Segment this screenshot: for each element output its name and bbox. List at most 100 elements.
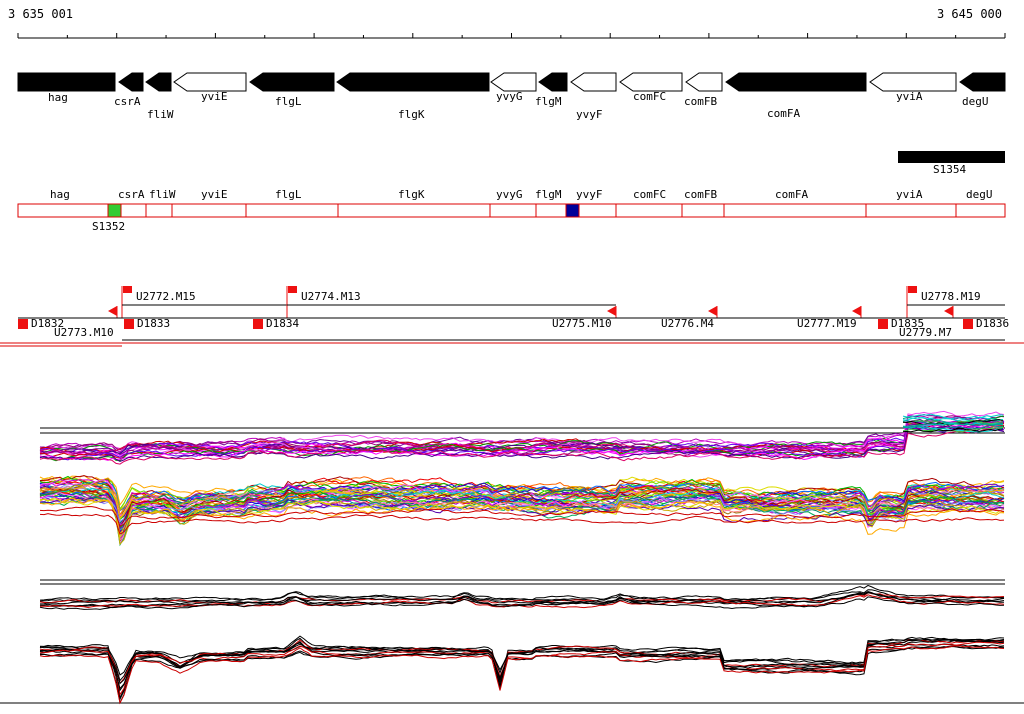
box-S1352[interactable] (107, 203, 122, 218)
gene-comFC[interactable] (619, 72, 683, 92)
profile-line (39, 596, 1005, 610)
unit-label-U2775.M10[interactable]: U2775.M10 (552, 317, 612, 330)
box-sub-label-S1352[interactable]: S1352 (92, 220, 125, 233)
gene-flgL[interactable] (249, 72, 335, 92)
box-label-comFB[interactable]: comFB (684, 188, 717, 201)
box-label-yviE[interactable]: yviE (201, 188, 228, 201)
expression-profiles (39, 410, 1005, 705)
up-flag-icon[interactable] (908, 286, 917, 293)
gene-label-csrA[interactable]: csrA (114, 95, 141, 108)
gene-comFA[interactable] (725, 72, 867, 92)
unit-label-D1834[interactable]: D1834 (266, 317, 299, 330)
unit-label-D1832[interactable]: D1832 (31, 317, 64, 330)
unit-label-U2772.M15[interactable]: U2772.M15 (136, 290, 196, 303)
profile-line (39, 474, 1005, 507)
segment-bar-label-S1354[interactable]: S1354 (933, 163, 966, 176)
unit-label-U2773.M10[interactable]: U2773.M10 (54, 326, 114, 339)
end-flag-icon[interactable] (108, 306, 117, 316)
box-comFC[interactable] (615, 203, 683, 218)
box-label-comFC[interactable]: comFC (633, 188, 666, 201)
profile-line (39, 426, 1005, 462)
gene-yviA[interactable] (869, 72, 957, 92)
box-label-csrA[interactable]: csrA (118, 188, 145, 201)
segment-marker-icon[interactable] (253, 319, 263, 329)
segment-marker-icon[interactable] (18, 319, 28, 329)
unit-label-U2779.M7[interactable]: U2779.M7 (899, 326, 952, 339)
profile-line (39, 645, 1005, 705)
box-label-comFA[interactable]: comFA (775, 188, 808, 201)
unit-label-U2778.M19[interactable]: U2778.M19 (921, 290, 981, 303)
unit-label-D1835[interactable]: D1835 (891, 317, 924, 330)
gene-label-flgM[interactable]: flgM (535, 95, 562, 108)
end-flag-icon[interactable] (708, 306, 717, 316)
gene-label-yvyF[interactable]: yvyF (576, 108, 603, 121)
gene-label-yvyG[interactable]: yvyG (496, 90, 523, 103)
box-yviE[interactable] (171, 203, 247, 218)
profile-line (39, 498, 1005, 539)
unit-label-D1836[interactable]: D1836 (976, 317, 1009, 330)
box-label-flgM[interactable]: flgM (535, 188, 562, 201)
box-flgM[interactable] (535, 203, 567, 218)
box-fliW[interactable] (145, 203, 173, 218)
box-label-degU[interactable]: degU (966, 188, 993, 201)
gene-label-yviA[interactable]: yviA (896, 90, 923, 103)
box-hag[interactable] (17, 203, 109, 218)
segment-marker-icon[interactable] (963, 319, 973, 329)
segment-bar-S1354[interactable] (898, 151, 1005, 163)
box-flgL[interactable] (245, 203, 339, 218)
box-yviA[interactable] (865, 203, 957, 218)
gene-label-comFB[interactable]: comFB (684, 95, 717, 108)
profile-line (902, 422, 1004, 427)
box-label-flgK[interactable]: flgK (398, 188, 425, 201)
gene-label-hag[interactable]: hag (48, 91, 68, 104)
box-comFB[interactable] (681, 203, 725, 218)
unit-label-U2776.M4[interactable]: U2776.M4 (661, 317, 714, 330)
box-label-yvyF[interactable]: yvyF (576, 188, 603, 201)
profile-line (39, 497, 1005, 536)
gene-degU[interactable] (959, 72, 1006, 92)
box-label-hag[interactable]: hag (50, 188, 70, 201)
box-comFA[interactable] (723, 203, 867, 218)
gene-label-fliW[interactable]: fliW (147, 108, 174, 121)
gene-label-flgK[interactable]: flgK (398, 108, 425, 121)
end-flag-icon[interactable] (944, 306, 953, 316)
gene-comFB[interactable] (685, 72, 723, 92)
profile-line (902, 427, 1004, 433)
unit-label-U2774.M13[interactable]: U2774.M13 (301, 290, 361, 303)
gene-label-yviE[interactable]: yviE (201, 90, 228, 103)
ruler-track (17, 33, 1006, 39)
gene-yviE[interactable] (173, 72, 247, 92)
box-label-yviA[interactable]: yviA (896, 188, 923, 201)
profile-line (39, 488, 1005, 529)
box-label-yvyG[interactable]: yvyG (496, 188, 523, 201)
segment-marker-icon[interactable] (878, 319, 888, 329)
gene-label-comFC[interactable]: comFC (633, 90, 666, 103)
box-csrA[interactable] (120, 203, 147, 218)
unit-label-D1833[interactable]: D1833 (137, 317, 170, 330)
box-blue-marker[interactable] (565, 203, 580, 218)
gene-label-degU[interactable]: degU (962, 95, 989, 108)
box-degU[interactable] (955, 203, 1006, 218)
gene-csrA[interactable] (118, 72, 144, 92)
gene-fliW[interactable] (145, 72, 172, 92)
profile-line (39, 637, 1005, 701)
profile-line (39, 641, 1005, 685)
up-flag-icon[interactable] (123, 286, 132, 293)
gene-label-flgL[interactable]: flgL (275, 95, 302, 108)
unit-label-U2777.M19[interactable]: U2777.M19 (797, 317, 857, 330)
end-flag-icon[interactable] (852, 306, 861, 316)
box-label-flgL[interactable]: flgL (275, 188, 302, 201)
gene-yvyG[interactable] (490, 72, 537, 92)
box-label-fliW[interactable]: fliW (149, 188, 176, 201)
box-yvyF[interactable] (578, 203, 617, 218)
gene-flgM[interactable] (538, 72, 568, 92)
up-flag-icon[interactable] (288, 286, 297, 293)
end-flag-icon[interactable] (607, 306, 616, 316)
box-yvyG[interactable] (489, 203, 537, 218)
gene-label-comFA[interactable]: comFA (767, 107, 800, 120)
box-flgK[interactable] (337, 203, 491, 218)
gene-yvyF[interactable] (570, 72, 617, 92)
gene-hag[interactable] (17, 72, 116, 92)
segment-marker-icon[interactable] (124, 319, 134, 329)
gene-flgK[interactable] (336, 72, 490, 92)
